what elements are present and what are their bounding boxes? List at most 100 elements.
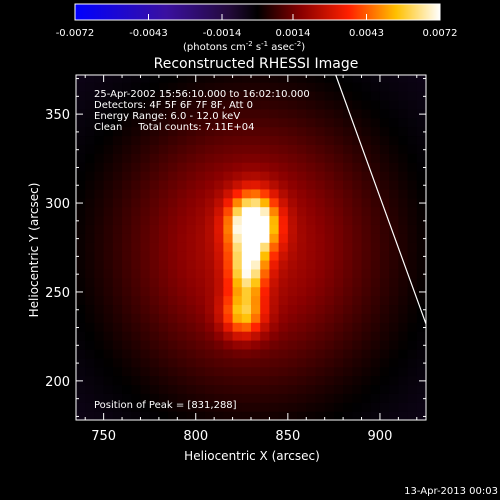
heatmap-pixel [103, 331, 114, 341]
heatmap-pixel [195, 117, 206, 128]
heatmap-pixel [389, 259, 399, 270]
heatmap-pixel [361, 339, 372, 350]
heatmap-pixel [361, 393, 372, 403]
heatmap-pixel [269, 339, 280, 350]
heatmap-pixel [251, 171, 261, 181]
heatmap-pixel [370, 313, 381, 323]
heatmap-pixel [122, 375, 132, 386]
heatmap-pixel [112, 375, 123, 386]
heatmap-pixel [122, 144, 132, 154]
heatmap-pixel [177, 75, 188, 83]
heatmap-pixel [158, 153, 169, 163]
heatmap-pixel [204, 91, 215, 101]
heatmap-pixel [260, 393, 271, 403]
heatmap-pixel [278, 75, 289, 83]
heatmap-pixel [241, 384, 252, 394]
heatmap-pixel [168, 99, 178, 110]
heatmap-pixel [416, 331, 426, 341]
heatmap-pixel [76, 375, 86, 386]
heatmap-pixel [94, 153, 105, 163]
heatmap-pixel [158, 366, 169, 377]
heatmap-pixel [94, 268, 105, 279]
heatmap-pixel [370, 162, 381, 172]
heatmap-pixel [379, 384, 390, 394]
heatmap-pixel [416, 375, 426, 386]
heatmap-pixel [306, 188, 317, 199]
heatmap-pixel [241, 268, 252, 279]
heatmap-pixel [389, 286, 399, 297]
heatmap-pixel [140, 153, 151, 163]
heatmap-pixel [398, 375, 409, 386]
heatmap-pixel [324, 304, 335, 314]
heatmap-pixel [407, 188, 418, 199]
heatmap-pixel [352, 144, 363, 154]
heatmap-pixel [158, 402, 169, 412]
heatmap-pixel [269, 331, 280, 341]
heatmap-pixel [112, 126, 123, 137]
heatmap-pixel [398, 286, 409, 297]
heatmap-pixel [186, 339, 197, 350]
heatmap-pixel [389, 171, 399, 181]
heatmap-pixel [112, 322, 123, 332]
heatmap-pixel [177, 322, 188, 332]
heatmap-pixel [343, 411, 353, 420]
heatmap-pixel [140, 286, 151, 297]
heatmap-pixel [232, 295, 243, 306]
heatmap-pixel [287, 215, 298, 225]
heatmap-pixel [361, 402, 372, 412]
heatmap-pixel [343, 144, 353, 154]
heatmap-pixel [112, 384, 123, 394]
solar-limb-line [335, 75, 426, 325]
heatmap-pixel [361, 295, 372, 306]
heatmap-pixel [379, 233, 390, 243]
heatmap-pixel [370, 215, 381, 225]
heatmap-pixel [278, 348, 289, 359]
heatmap-pixel [158, 224, 169, 234]
heatmap-pixel [379, 331, 390, 341]
heatmap-pixel [278, 144, 289, 154]
heatmap-pixel [407, 242, 418, 252]
heatmap-pixel [112, 402, 123, 412]
heatmap-pixel [251, 135, 261, 145]
heatmap-pixel [287, 179, 298, 190]
heatmap-pixel [195, 366, 206, 377]
heatmap-pixel [186, 331, 197, 341]
heatmap-pixel [251, 366, 261, 377]
heatmap-pixel [315, 304, 326, 314]
heatmap-pixel [168, 179, 178, 190]
heatmap-pixel [333, 375, 344, 386]
heatmap-pixel [370, 277, 381, 288]
heatmap-pixel [177, 384, 188, 394]
heatmap-pixel [232, 197, 243, 208]
heatmap-pixel [278, 108, 289, 119]
heatmap-pixel [76, 233, 86, 243]
heatmap-pixel [398, 366, 409, 377]
heatmap-pixel [140, 259, 151, 270]
heatmap-pixel [315, 188, 326, 199]
colorbar-tick-label: -0.0043 [129, 28, 168, 39]
heatmap-pixel [324, 339, 335, 350]
heatmap-pixel [379, 357, 390, 368]
heatmap-pixel [306, 197, 317, 208]
heatmap-pixel [324, 313, 335, 323]
heatmap-pixel [260, 286, 271, 297]
heatmap-pixel [186, 82, 197, 92]
heatmap-pixel [94, 402, 105, 412]
heatmap-pixel [297, 162, 307, 172]
heatmap-pixel [177, 259, 188, 270]
heatmap-pixel [94, 99, 105, 110]
heatmap-pixel [260, 171, 271, 181]
heatmap-pixel [416, 171, 426, 181]
heatmap-pixel [379, 304, 390, 314]
heatmap-pixel [398, 268, 409, 279]
heatmap-pixel [204, 188, 215, 199]
heatmap-pixel [379, 197, 390, 208]
heatmap-pixel [379, 339, 390, 350]
heatmap-pixel [269, 393, 280, 403]
heatmap-pixel [214, 304, 224, 314]
heatmap-pixel [251, 259, 261, 270]
heatmap-pixel [94, 233, 105, 243]
heatmap-pixel [232, 206, 243, 217]
heatmap-pixel [241, 108, 252, 119]
heatmap-pixel [315, 91, 326, 101]
